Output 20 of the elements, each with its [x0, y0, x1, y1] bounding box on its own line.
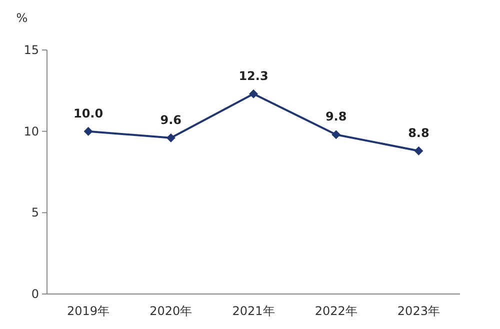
point — [249, 89, 258, 98]
data-label: 9.8 — [325, 110, 347, 124]
x-tick-label: 2019年 — [67, 304, 110, 318]
y-tick-label: 5 — [31, 206, 39, 220]
x-tick-label: 2023年 — [397, 304, 440, 318]
data-label: 9.6 — [160, 112, 182, 127]
y-tick-label: 0 — [31, 287, 39, 301]
y-axis-title: % — [16, 11, 28, 25]
data-label: 10.0 — [73, 106, 104, 120]
point — [414, 146, 424, 156]
point — [84, 126, 93, 136]
x-tick-label: 2021年 — [232, 304, 275, 318]
x-tick-label: 2020年 — [150, 304, 192, 318]
data-label: 12.3 — [238, 68, 268, 83]
point — [332, 130, 341, 140]
point — [166, 133, 176, 142]
data-label: 8.8 — [408, 126, 430, 140]
x-tick-label: 2022年 — [314, 304, 358, 318]
y-tick-label: 10 — [24, 124, 39, 138]
y-tick-label: 15 — [24, 43, 39, 57]
